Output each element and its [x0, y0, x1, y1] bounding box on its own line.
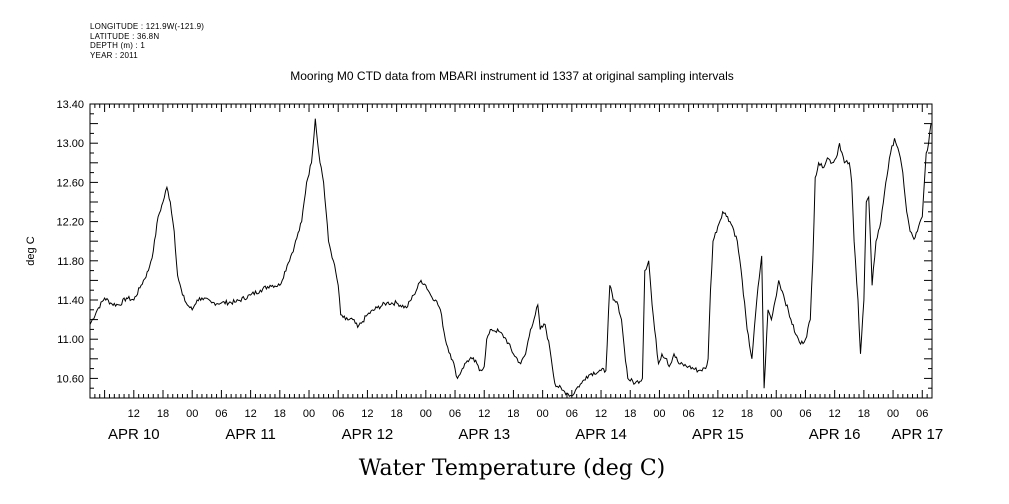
date-label: APR 13	[458, 426, 510, 443]
x-tick-label: 12	[712, 408, 724, 420]
x-tick-label: 18	[741, 408, 753, 420]
x-tick-label: 12	[244, 408, 256, 420]
y-tick-label: 11.00	[57, 334, 84, 346]
y-tick-labels: 10.60 11.00 11.40 11.80 12.20 12.60 13.00 13.40	[56, 99, 84, 385]
x-tick-label: 18	[507, 408, 519, 420]
longitude-text: LONGITUDE : 121.9W(-121.9)	[90, 22, 205, 31]
depth-text: DEPTH (m) : 1	[90, 41, 146, 50]
date-label: APR 15	[692, 426, 744, 443]
y-tick-label: 11.80	[57, 256, 84, 268]
x-axis-label: Water Temperature (deg C)	[359, 456, 666, 481]
y-tick-label: 13.00	[56, 138, 84, 150]
x-tick-label: 06	[332, 408, 344, 420]
y-tick-label: 13.40	[56, 99, 84, 111]
latitude-text: LATITUDE : 36.8N	[90, 31, 160, 41]
x-tick-label: 06	[215, 408, 227, 420]
date-label: APR 12	[342, 426, 394, 443]
plot-frame	[89, 103, 933, 399]
x-tick-label: 06	[916, 408, 928, 420]
date-label: APR 14	[575, 426, 627, 443]
x-tick-label: 00	[420, 408, 432, 420]
y-tick-label: 10.60	[56, 373, 84, 385]
x-tick-label: 12	[829, 408, 841, 420]
x-tick-label: 00	[303, 408, 315, 420]
x-tick-label: 12	[478, 408, 490, 420]
x-tick-label: 00	[653, 408, 665, 420]
date-label: APR 11	[225, 426, 276, 443]
x-tick-label: 12	[361, 408, 373, 420]
x-tick-label: 18	[624, 408, 636, 420]
x-tick-label: 00	[887, 408, 899, 420]
y-tick-label: 11.40	[57, 295, 84, 307]
x-tick-label: 18	[274, 408, 286, 420]
x-tick-label: 00	[770, 408, 782, 420]
metadata-block: LONGITUDE : 121.9W(-121.9) LATITUDE : 36…	[90, 22, 204, 60]
date-label: APR 16	[809, 426, 861, 443]
x-tick-label: 12	[595, 408, 607, 420]
x-tick-label: 12	[128, 408, 140, 420]
y-tick-label: 12.60	[56, 177, 84, 189]
x-tick-label: 06	[449, 408, 461, 420]
x-tick-label: 00	[537, 408, 549, 420]
date-label: APR 17	[892, 426, 944, 443]
x-tick-labels: 12 18 00 06 12 18 00 06 12 18 00 06 12 18 00 06 12 18 00 06…	[128, 408, 929, 420]
x-tick-label: 18	[157, 408, 169, 420]
x-tick-label: 18	[858, 408, 870, 420]
date-labels: APR 10 APR 11 APR 12 APR 13 APR 14 APR 15 APR …	[108, 426, 943, 443]
chart-title: Mooring M0 CTD data from MBARI instrumen…	[290, 69, 734, 83]
date-label: APR 10	[108, 426, 160, 443]
x-tick-label: 00	[186, 408, 198, 420]
axis-ticks	[89, 103, 933, 399]
y-tick-label: 12.20	[56, 217, 84, 229]
x-tick-label: 06	[566, 408, 578, 420]
x-tick-label: 18	[390, 408, 402, 420]
x-tick-label: 06	[799, 408, 811, 420]
y-axis-label: deg C	[25, 236, 37, 265]
temperature-series-line	[89, 118, 932, 398]
x-tick-label: 06	[683, 408, 695, 420]
year-text: YEAR : 2011	[90, 50, 138, 60]
